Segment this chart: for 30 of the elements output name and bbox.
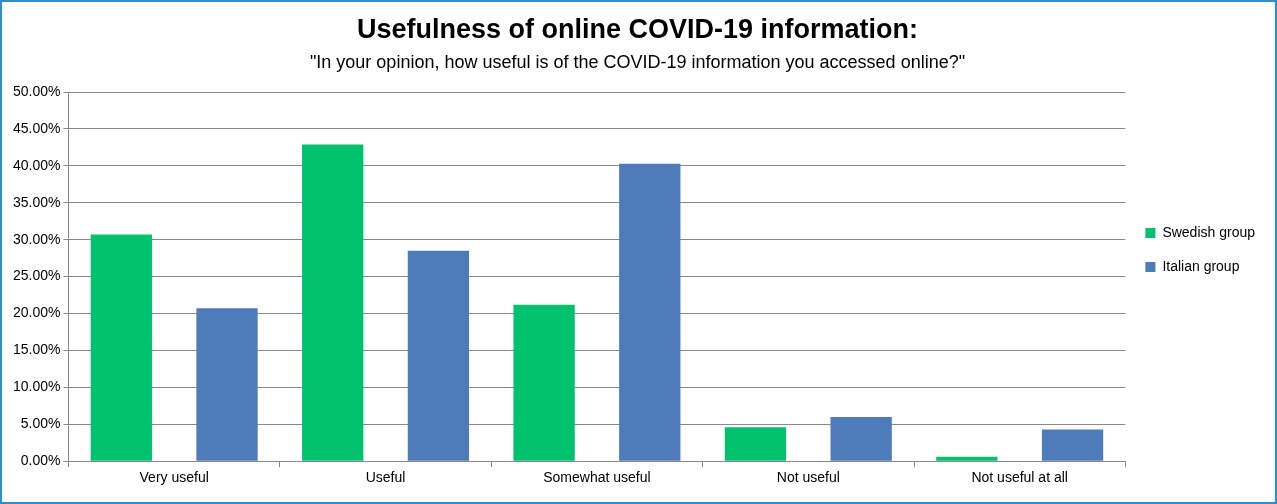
bar [513, 304, 575, 461]
y-tick-label: 35.00% [13, 193, 61, 210]
bar [302, 144, 364, 461]
x-tick-label: Very useful [139, 469, 209, 486]
x-tick-label: Somewhat useful [543, 469, 651, 486]
bar [724, 427, 787, 461]
y-tick-label: 50.00% [13, 82, 61, 99]
x-tick-label: Not useful at all [971, 469, 1068, 486]
y-tick-label: 30.00% [13, 230, 61, 247]
y-tick-label: 10.00% [13, 378, 61, 395]
x-tick-label: Useful [365, 469, 406, 486]
y-tick-label: 5.00% [20, 415, 61, 432]
bar [936, 456, 998, 461]
bar [407, 250, 470, 461]
y-tick-label: 45.00% [13, 119, 61, 136]
chart-title: Usefulness of online COVID-19 information: [356, 13, 919, 44]
y-tick-label: 40.00% [13, 156, 61, 173]
bar [830, 416, 892, 461]
bar [619, 163, 681, 461]
bar [196, 308, 258, 461]
y-tick-label: 0.00% [20, 452, 61, 469]
y-tick-label: 20.00% [13, 304, 61, 321]
legend-label: Italian group [1162, 257, 1240, 274]
bar [90, 234, 152, 461]
y-tick-label: 25.00% [13, 267, 61, 284]
legend-label: Swedish group [1162, 223, 1256, 240]
x-tick-label: Not useful [776, 469, 840, 486]
y-tick-label: 15.00% [13, 341, 61, 358]
bar [1041, 429, 1104, 461]
chart-subtitle: "In your opinion, how useful is of the COVID-19 information you accessed online?" [309, 52, 966, 73]
